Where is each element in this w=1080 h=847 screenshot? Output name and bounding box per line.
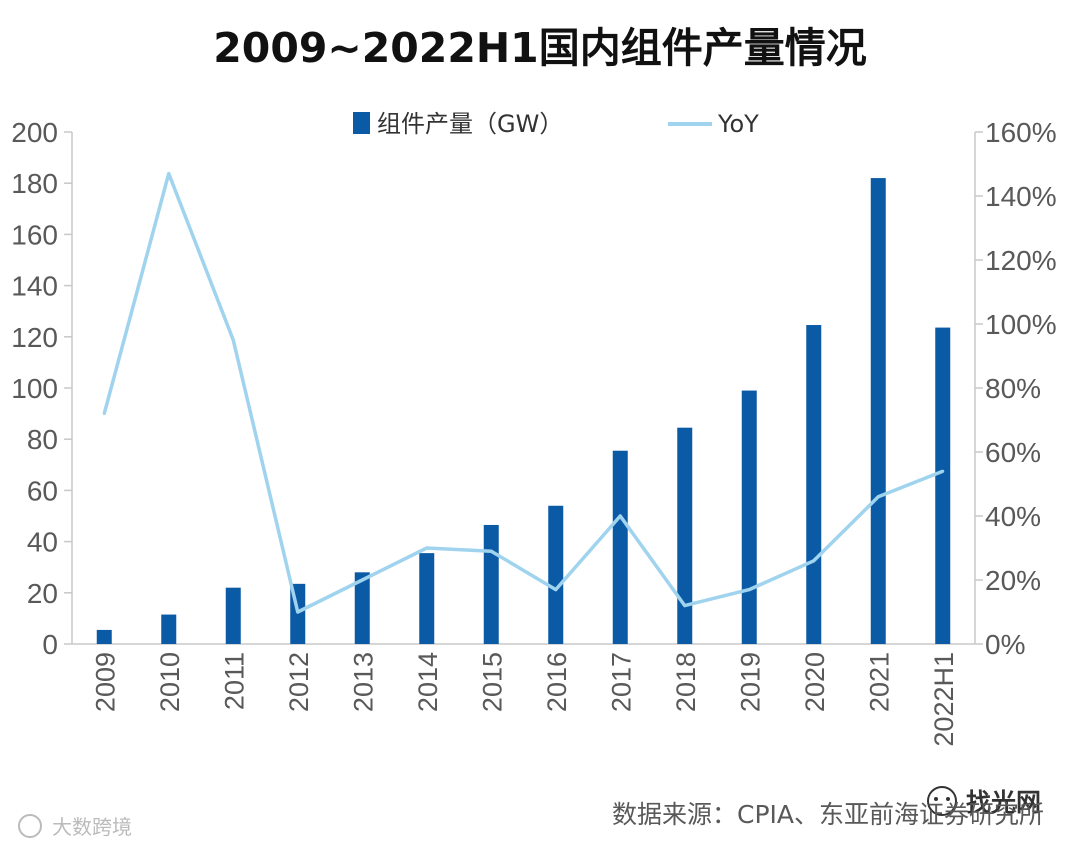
bar-2016 bbox=[548, 505, 564, 644]
x-tick-label: 2012 bbox=[284, 652, 314, 712]
left-tick-label: 200 bbox=[11, 117, 58, 148]
yoy-point-2017 bbox=[618, 514, 622, 518]
right-tick-label: 140% bbox=[985, 181, 1057, 212]
bar-2021 bbox=[870, 178, 886, 644]
yoy-point-2009 bbox=[102, 412, 106, 416]
yoy-point-2022H1 bbox=[941, 469, 945, 473]
yoy-point-2018 bbox=[683, 604, 687, 608]
x-tick-label: 2020 bbox=[800, 652, 830, 712]
yoy-point-2012 bbox=[296, 610, 300, 614]
bar-2020 bbox=[806, 325, 822, 644]
watermark-left-text: 大数跨境 bbox=[52, 815, 132, 839]
yoy-line-series bbox=[102, 171, 945, 614]
legend-line-label: YoY bbox=[717, 110, 759, 138]
left-tick-label: 60 bbox=[27, 475, 58, 506]
left-tick-label: 140 bbox=[11, 271, 58, 302]
watermark-right-text: 找光网 bbox=[966, 788, 1041, 817]
legend-bar-label: 组件产量（GW） bbox=[377, 110, 563, 138]
right-tick-label: 60% bbox=[985, 437, 1041, 468]
right-tick-label: 80% bbox=[985, 373, 1041, 404]
yoy-point-2016 bbox=[554, 588, 558, 592]
yoy-point-2015 bbox=[489, 549, 493, 553]
wechat-icon-eye bbox=[934, 797, 938, 801]
x-tick-label: 2010 bbox=[155, 652, 185, 712]
yoy-point-2021 bbox=[876, 495, 880, 499]
right-tick-label: 20% bbox=[985, 565, 1041, 596]
x-tick-label: 2015 bbox=[477, 652, 507, 712]
yoy-line bbox=[102, 171, 944, 614]
left-tick-label: 20 bbox=[27, 578, 58, 609]
wechat-icon bbox=[927, 786, 957, 816]
right-axis-ticks: 0% 20% 40% 60% 80% 100% 120% 140% 160% bbox=[975, 117, 1057, 660]
left-tick-label: 80 bbox=[27, 424, 58, 455]
legend-bar-swatch bbox=[353, 112, 370, 134]
x-axis-ticks: 2009 2010 2011 2012 2013 2014 2015 2016 2017 2018… bbox=[90, 652, 959, 747]
bar-2010 bbox=[161, 614, 177, 644]
x-tick-label: 2017 bbox=[606, 652, 636, 712]
x-tick-label: 2009 bbox=[90, 652, 120, 712]
wechat-icon-eye bbox=[946, 797, 950, 801]
x-tick-label: 2021 bbox=[864, 652, 894, 712]
bar-2014 bbox=[419, 553, 435, 644]
right-tick-label: 120% bbox=[985, 245, 1057, 276]
left-tick-label: 100 bbox=[11, 373, 58, 404]
x-tick-label: 2016 bbox=[542, 652, 572, 712]
right-tick-label: 0% bbox=[985, 629, 1025, 660]
left-axis-ticks: 0 20 40 60 80 100 120 140 160 180 200 bbox=[11, 117, 72, 660]
source-note: 数据来源：CPIA、东亚前海证券研究所 bbox=[612, 800, 1044, 829]
left-tick-label: 180 bbox=[11, 168, 58, 199]
watermark-right: 找光网 bbox=[927, 786, 1041, 817]
left-tick-label: 160 bbox=[11, 219, 58, 250]
chart-title: 2009~2022H1国内组件产量情况 bbox=[213, 24, 866, 72]
right-tick-label: 100% bbox=[985, 309, 1057, 340]
bar-2013 bbox=[354, 572, 370, 644]
bar-2011 bbox=[225, 587, 241, 644]
bar-2009 bbox=[96, 629, 112, 644]
yoy-point-2019 bbox=[747, 588, 751, 592]
yoy-point-2013 bbox=[360, 578, 364, 582]
bar-2022H1 bbox=[935, 327, 951, 644]
bar-2017 bbox=[612, 450, 628, 644]
axes bbox=[71, 132, 976, 645]
left-tick-label: 0 bbox=[42, 629, 58, 660]
watermark-left: 大数跨境 bbox=[18, 814, 132, 839]
x-tick-label: 2014 bbox=[413, 652, 443, 712]
bar-2015 bbox=[483, 524, 499, 644]
yoy-point-2010 bbox=[167, 172, 171, 176]
yoy-point-2014 bbox=[425, 546, 429, 550]
legend: 组件产量（GW） YoY bbox=[353, 110, 759, 138]
x-tick-label: 2022H1 bbox=[929, 652, 959, 747]
x-tick-label: 2019 bbox=[735, 652, 765, 712]
bar-2018 bbox=[677, 427, 693, 644]
bar-2019 bbox=[741, 390, 757, 644]
x-tick-label: 2018 bbox=[671, 652, 701, 712]
left-tick-label: 40 bbox=[27, 527, 58, 558]
bar-series bbox=[96, 178, 951, 644]
yoy-point-2020 bbox=[812, 559, 816, 563]
x-tick-label: 2011 bbox=[219, 652, 249, 710]
left-tick-label: 120 bbox=[11, 322, 58, 353]
right-tick-label: 160% bbox=[985, 117, 1057, 148]
yoy-point-2011 bbox=[231, 338, 235, 342]
watermark-logo-icon bbox=[18, 814, 42, 838]
right-tick-label: 40% bbox=[985, 501, 1041, 532]
x-tick-label: 2013 bbox=[348, 652, 378, 712]
